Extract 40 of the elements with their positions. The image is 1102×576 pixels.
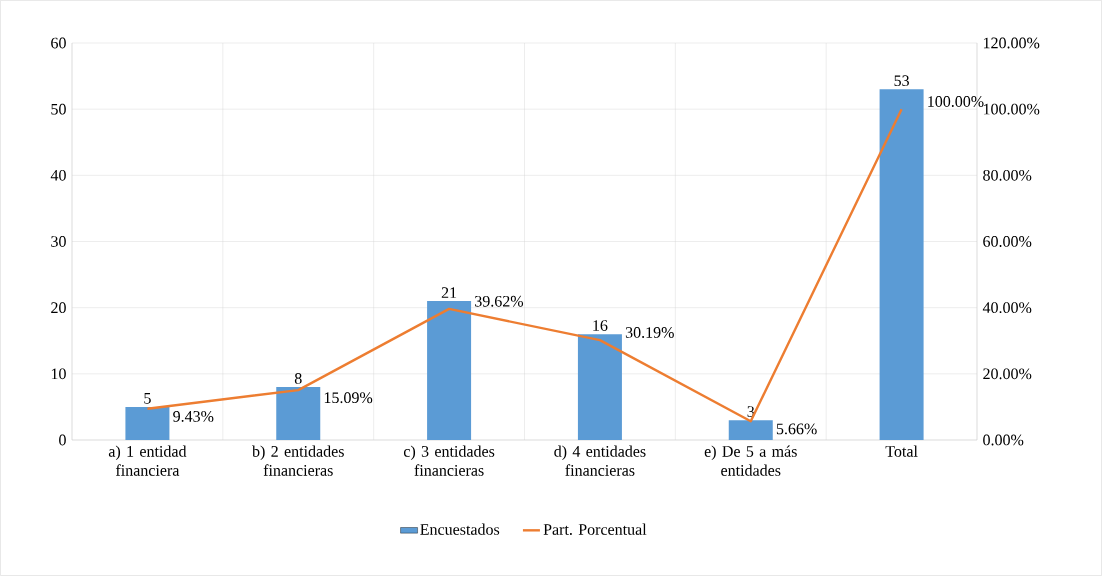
bar — [879, 89, 924, 440]
data-label: 30.19% — [625, 327, 674, 338]
data-label: 8 — [294, 373, 302, 384]
x-tick-label: d) 4 entidades financieras — [554, 445, 646, 476]
data-label: 16 — [593, 320, 608, 331]
data-label: 53 — [894, 75, 909, 87]
data-label: 15.09% — [324, 392, 373, 404]
bar — [427, 301, 472, 440]
y-tick-label: 40 — [50, 169, 66, 181]
y-tick-label: 60 — [51, 37, 66, 49]
y2-tick-label: 120.00% — [983, 37, 1040, 49]
legend-label: Encuestados — [420, 523, 500, 535]
y2-tick-label: 100.00% — [983, 103, 1040, 115]
y-tick-label: 20 — [51, 302, 66, 314]
x-tick-label: c) 3 entidades financieras — [403, 445, 495, 476]
y-tick-label: 10 — [51, 368, 66, 380]
y2-tick-label: 0.00% — [983, 434, 1024, 446]
x-tick-label: Total — [885, 445, 918, 457]
data-label: 9.43% — [173, 411, 214, 422]
bar — [728, 420, 773, 440]
x-tick-label: a) 1 entidad financiera — [108, 445, 187, 476]
data-label: 39.62% — [475, 295, 524, 307]
y2-tick-label: 20.00% — [983, 368, 1032, 380]
line-series — [146, 107, 903, 423]
y-tick-label: 30 — [51, 236, 66, 247]
y2-tick-label: 80.00% — [983, 169, 1032, 181]
y2-tick-label: 40.00% — [982, 302, 1032, 314]
legend-label: Part. Porcentual — [543, 523, 647, 535]
data-label: 100.00% — [928, 96, 984, 107]
bar — [125, 406, 170, 440]
data-label: 5.66% — [776, 423, 817, 435]
y-tick-label: 50 — [51, 103, 66, 115]
x-tick-label: e) De 5 a más entidades — [704, 445, 797, 476]
y2-tick-label: 60.00% — [983, 236, 1032, 247]
bar — [577, 334, 622, 440]
data-label: 5 — [144, 393, 151, 404]
bar — [276, 387, 321, 440]
data-label: 21 — [441, 287, 457, 298]
x-tick-label: b) 2 entidades financieras — [252, 445, 344, 476]
y-tick-label: 0 — [59, 434, 66, 446]
